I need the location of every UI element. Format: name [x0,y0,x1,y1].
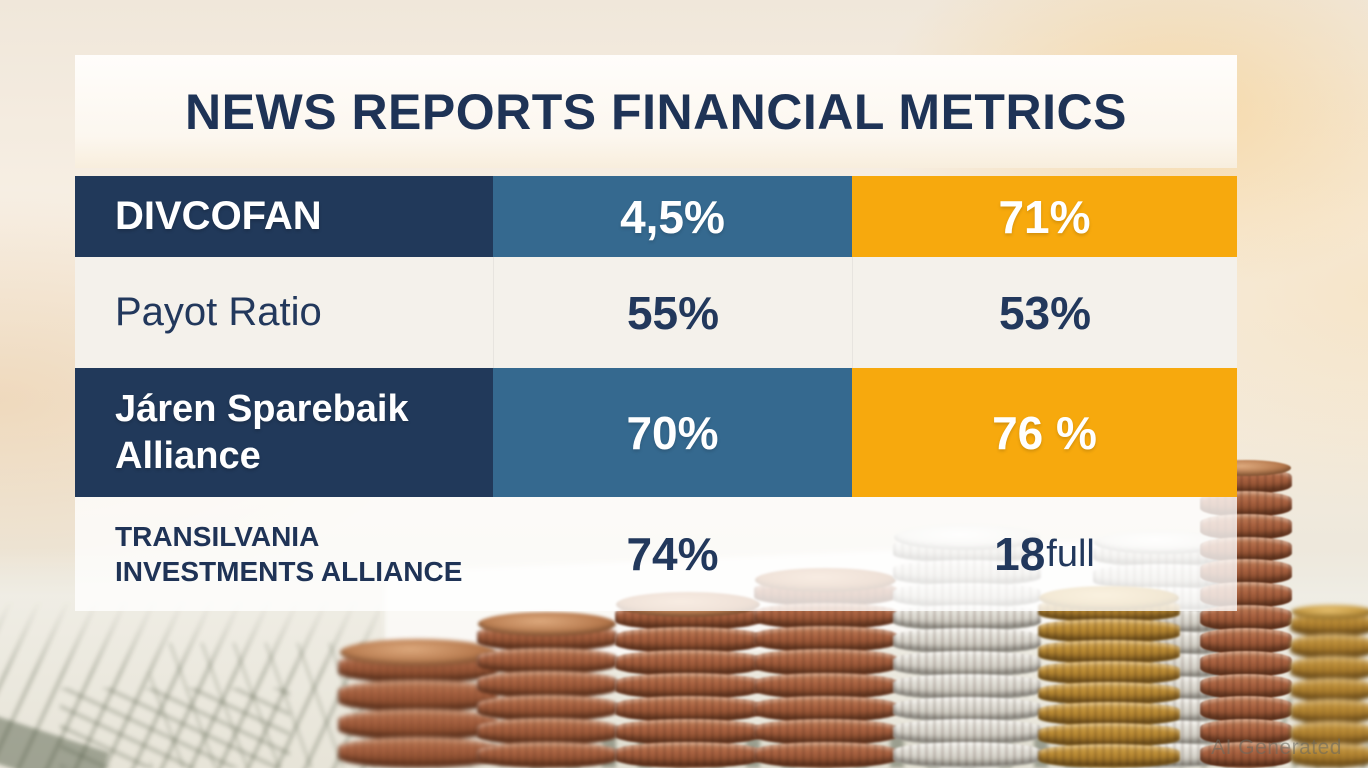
coin [615,742,761,768]
coin [1290,743,1368,768]
row-payot-ratio-value1: 55% [493,257,852,368]
coin-stack [338,638,498,768]
coin [1200,650,1292,677]
coin [338,736,498,768]
coin [477,671,617,698]
coin [1200,627,1292,654]
row-transilvania-value2: 18 full [852,497,1237,611]
coin [615,696,761,722]
coin [893,650,1041,677]
coin [1200,673,1292,700]
coin [754,695,897,722]
row-divcofan-value1: 4,5% [493,176,852,257]
watermark: AI Generated [1211,736,1342,759]
row-transilvania-label: TRANSILVANIA INVESTMENTS ALLIANCE [75,497,493,611]
row-transilvania-value2-suffix: full [1046,532,1095,575]
coin [615,719,761,745]
coin [1200,742,1292,768]
coin [893,673,1041,700]
row-payot-ratio-value2: 53% [852,257,1237,368]
coin-top-face [1290,605,1368,619]
row-jaren-sparebaik-label: Járen Sparebaik Alliance [75,368,493,497]
dollar-bill-pattern [60,688,290,768]
coin [893,742,1041,768]
row-transilvania-value2-number: 18 [994,528,1046,580]
coin [477,647,617,674]
coin [754,649,897,676]
row-jaren-sparebaik-value1: 70% [493,368,852,497]
coin [1038,660,1180,685]
coin [338,708,498,740]
coin [893,628,1041,654]
coin-stack [477,612,617,768]
coin [615,673,761,699]
title-bar: NEWS REPORTS FINANCIAL METRICS [75,55,1237,168]
coin [1290,633,1368,659]
coin [1290,721,1368,747]
coin [1290,677,1368,703]
metrics-table: NEWS REPORTS FINANCIAL METRICS DIVCOFAN … [75,55,1237,611]
coin [1290,655,1368,681]
row-transilvania-value1: 74% [493,497,852,611]
coin [1200,605,1292,631]
coin [1290,699,1368,725]
coin-top-face [478,612,616,636]
coin [1038,744,1180,768]
row-divcofan-value2: 71% [852,176,1237,257]
metrics-grid: DIVCOFAN 4,5% 71% Payot Ratio 55% 53% Já… [75,176,1237,611]
dollar-bill-pattern [0,600,380,768]
page-title: NEWS REPORTS FINANCIAL METRICS [185,83,1127,140]
coin [754,741,897,768]
coin [477,741,617,768]
coin [754,718,897,745]
coin [615,650,761,676]
coin-stack [615,591,761,768]
coin [754,672,897,699]
row-jaren-sparebaik-value2: 76 % [852,368,1237,497]
coin [477,718,617,745]
coin-stack [1038,586,1180,768]
row-divcofan-label: DIVCOFAN [75,176,493,257]
coin [1038,702,1180,727]
coin [338,680,498,712]
coin-top-face [339,638,497,666]
coin-stack [1290,605,1368,768]
row-payot-ratio-label: Payot Ratio [75,257,493,368]
coin [1200,719,1292,746]
